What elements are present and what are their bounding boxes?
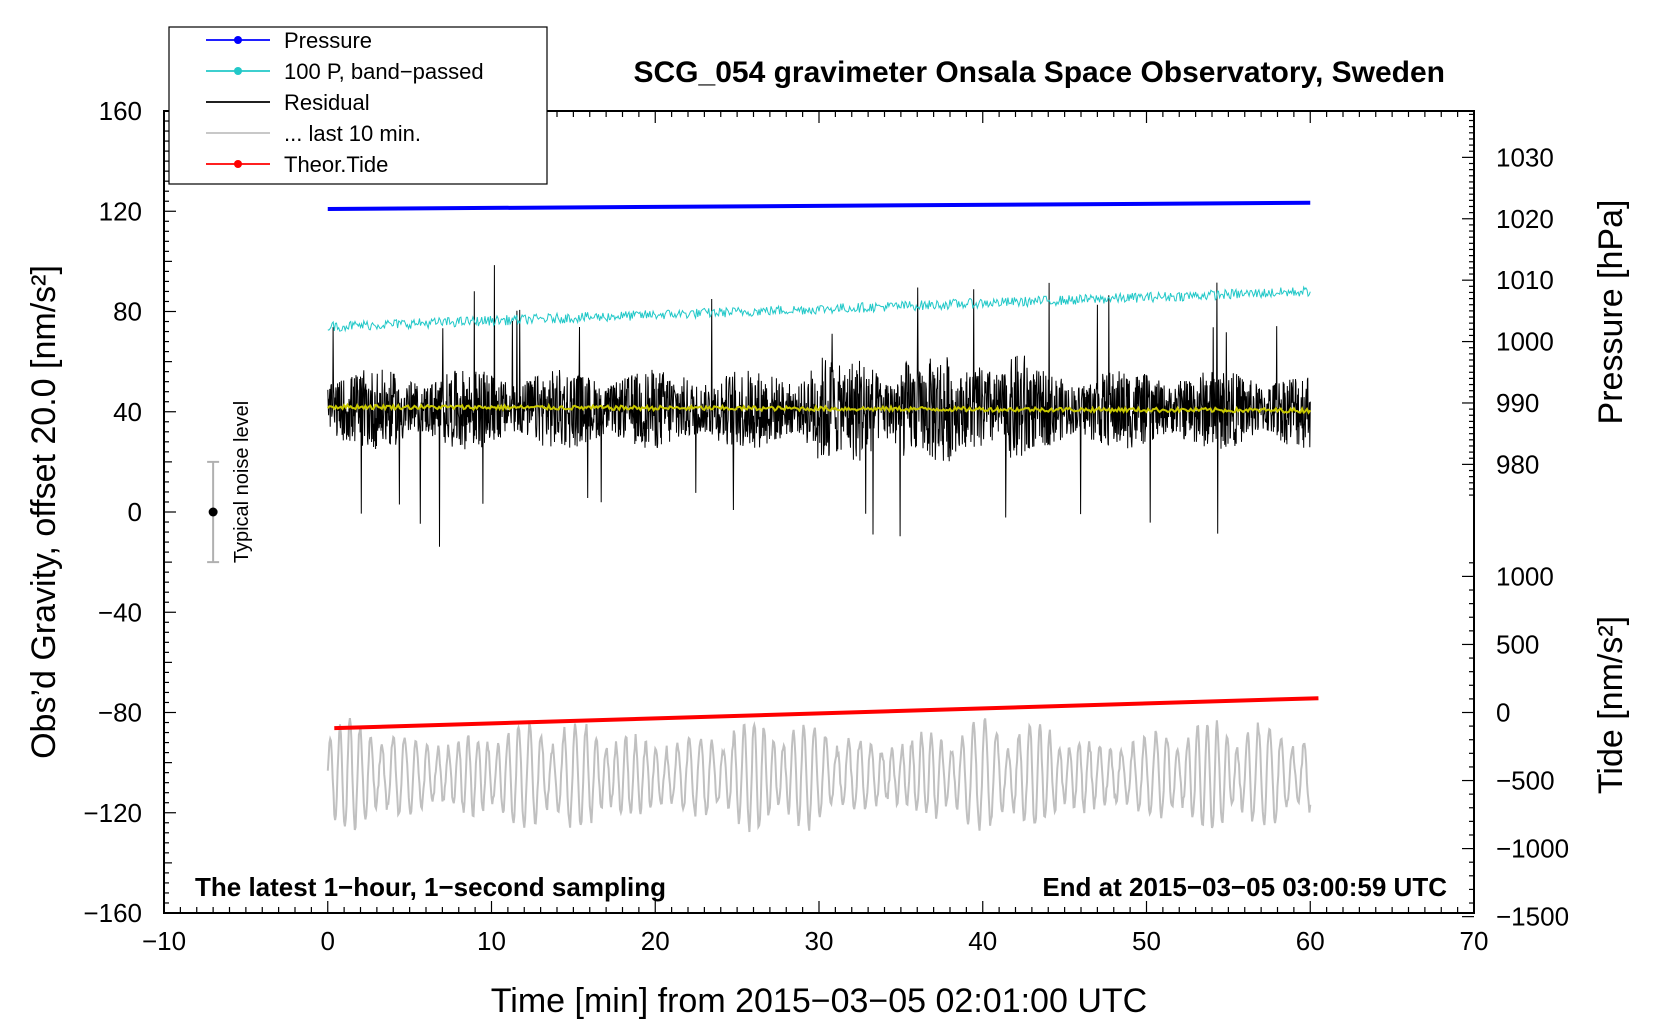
tide-tick-label: −1500 xyxy=(1496,902,1569,932)
pressure-tick-label: 980 xyxy=(1496,449,1539,479)
pressure-tick-label: 1030 xyxy=(1496,142,1554,172)
legend-label: Pressure xyxy=(284,28,372,53)
legend-entry: ... last 10 min. xyxy=(206,121,421,146)
legend-box xyxy=(168,26,548,185)
tide-tick-label: 1000 xyxy=(1496,561,1554,591)
legend-entry: Pressure xyxy=(206,28,372,53)
last-10-min-series-group xyxy=(326,717,1312,833)
y-axis-left-title: Obs’d Gravity, offset 20.0 [nm/s²] xyxy=(25,265,63,759)
tide-tick-label: 500 xyxy=(1496,629,1539,659)
x-tick-label: 40 xyxy=(968,926,997,956)
pressure-axis-title: Pressure [hPa] xyxy=(1592,200,1630,425)
band-passed-pressure-series-group xyxy=(327,285,1311,333)
legend: Pressure 100 P, band−passed Residual ... la… xyxy=(168,26,548,185)
legend-label: 100 P, band−passed xyxy=(284,59,484,84)
band-passed-pressure-line xyxy=(327,285,1311,333)
theoretical-tide-series-group xyxy=(334,696,1319,731)
x-tick-label: −10 xyxy=(142,926,186,956)
y-axis-left: 160 120 80 40 0 −40 −80 −120 −160 xyxy=(83,96,176,928)
legend-swatch-marker xyxy=(234,36,242,44)
legend-entry: Theor.Tide xyxy=(206,152,388,177)
chart-title: SCG_054 gravimeter Onsala Space Observat… xyxy=(634,56,1446,89)
footer-right-label: End at 2015−03−05 03:00:59 UTC xyxy=(1042,872,1447,902)
tide-axis-right: 1000 500 0 −500 −1000 −1500 xyxy=(1462,561,1569,932)
last-10-min-line xyxy=(326,717,1312,833)
x-tick-label: 70 xyxy=(1460,926,1489,956)
smoothed-residual-series-group xyxy=(327,402,1312,415)
x-tick-label: 50 xyxy=(1132,926,1161,956)
x-tick-label: 20 xyxy=(641,926,670,956)
legend-swatch-marker xyxy=(234,67,242,75)
y-tick-label: 160 xyxy=(99,96,142,126)
y-tick-label: 0 xyxy=(128,497,142,527)
residual-series-group xyxy=(327,265,1311,547)
pressure-axis-right: 1030 1020 1010 1000 990 980 xyxy=(1462,113,1554,496)
tide-tick-label: 0 xyxy=(1496,698,1510,728)
y-tick-label: −40 xyxy=(98,597,142,627)
y-tick-label: −160 xyxy=(83,898,142,928)
pressure-series-group xyxy=(327,200,1311,211)
y-tick-label: 80 xyxy=(113,297,142,327)
legend-swatch-marker xyxy=(234,160,242,168)
y-tick-label: 40 xyxy=(113,397,142,427)
y-tick-label: −80 xyxy=(98,698,142,728)
tide-axis-title: Tide [nm/s²] xyxy=(1592,616,1630,794)
noise-level-label: Typical noise level xyxy=(231,401,253,563)
residual-line xyxy=(327,265,1311,547)
legend-entry: Residual xyxy=(206,90,370,115)
legend-label: Theor.Tide xyxy=(284,152,388,177)
x-tick-label: 30 xyxy=(805,926,834,956)
smoothed-residual-line xyxy=(327,402,1312,415)
pressure-tick-label: 990 xyxy=(1496,388,1539,418)
legend-label: ... last 10 min. xyxy=(284,121,421,146)
y-tick-label: 120 xyxy=(99,196,142,226)
pressure-tick-label: 1000 xyxy=(1496,327,1554,357)
legend-label: Residual xyxy=(284,90,370,115)
y-tick-label: −120 xyxy=(83,798,142,828)
footer-left-label: The latest 1−hour, 1−second sampling xyxy=(195,872,666,902)
x-tick-label: 10 xyxy=(477,926,506,956)
x-axis: −10 0 10 20 30 40 50 60 70 xyxy=(142,111,1489,956)
tide-tick-label: −1000 xyxy=(1496,834,1569,864)
tide-tick-label: −500 xyxy=(1496,766,1555,796)
x-axis-title: Time [min] from 2015−03−05 02:01:00 UTC xyxy=(491,982,1147,1020)
x-tick-label: 60 xyxy=(1296,926,1325,956)
pressure-tick-label: 1010 xyxy=(1496,265,1554,295)
theoretical-tide-line xyxy=(334,696,1319,731)
noise-level-indicator: Typical noise level xyxy=(207,401,253,563)
legend-entry: 100 P, band−passed xyxy=(206,59,484,84)
pressure-line xyxy=(327,200,1311,211)
x-tick-label: 0 xyxy=(321,926,335,956)
noise-bar-center-dot xyxy=(208,507,218,517)
pressure-tick-label: 1020 xyxy=(1496,204,1554,234)
